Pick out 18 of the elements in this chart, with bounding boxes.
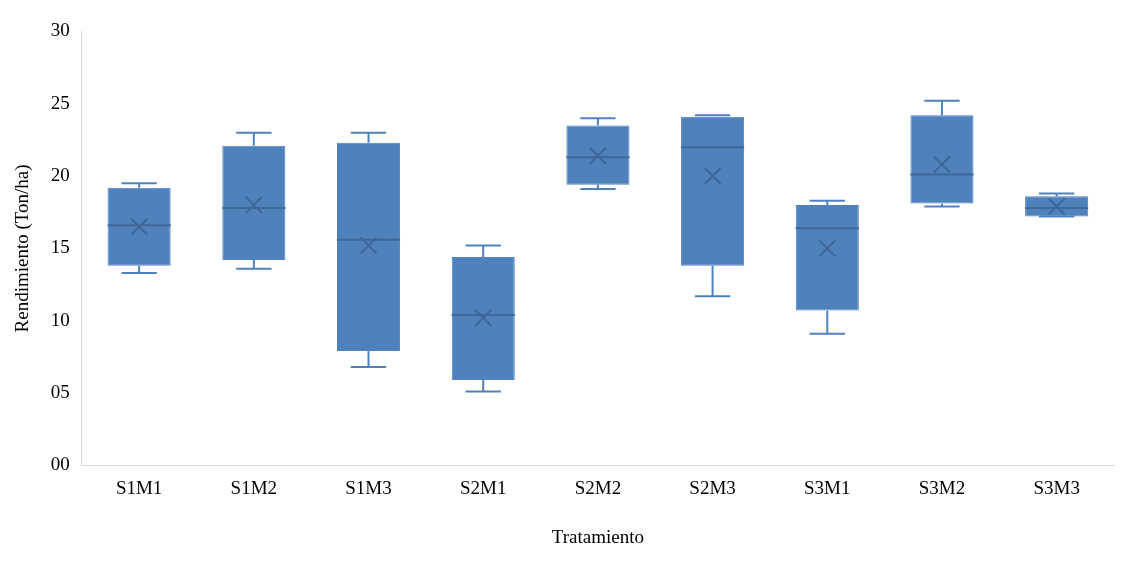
- x-tick-label: S1M2: [230, 476, 278, 498]
- x-tick-label: S2M1: [459, 476, 507, 498]
- x-tick-label: S3M2: [918, 476, 966, 498]
- x-axis-title: Tratamiento: [551, 525, 644, 547]
- x-tick-label: S1M3: [345, 476, 392, 498]
- y-tick-label: 30: [50, 19, 70, 41]
- y-tick-label: 20: [50, 164, 70, 186]
- x-tick-label: S1M1: [115, 476, 163, 498]
- x-tick-label: S2M3: [689, 476, 736, 498]
- y-tick-label: 00: [50, 453, 70, 475]
- x-tick-label: S3M3: [1033, 476, 1080, 498]
- x-tick-label: S2M2: [574, 476, 622, 498]
- y-tick-label: 05: [50, 381, 70, 403]
- y-axis-title: Rendimiento (Ton/ha): [11, 164, 34, 333]
- x-tick-label: S3M1: [804, 476, 851, 498]
- y-tick-label: 25: [50, 91, 70, 113]
- y-tick-label: 10: [50, 308, 70, 330]
- y-tick-label: 15: [50, 236, 70, 258]
